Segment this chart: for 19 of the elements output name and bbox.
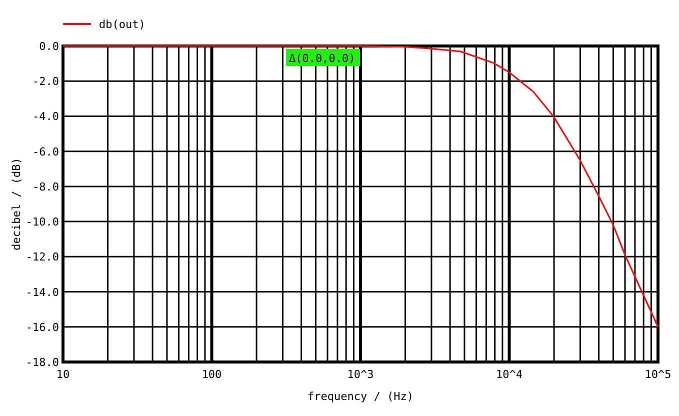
y-tick-label: -12.0	[26, 250, 59, 264]
annotation: Δ(0.0,0.0)	[289, 52, 356, 65]
x-axis-title: frequency / (Hz)	[308, 390, 414, 403]
legend-label: db(out)	[99, 18, 146, 31]
y-tick-label: -2.0	[32, 75, 59, 88]
y-axis-title: decibel / (dB)	[10, 158, 23, 250]
y-tick-label: -16.0	[26, 320, 59, 334]
x-tick-label: 100	[202, 368, 222, 381]
y-tick-label: -4.0	[32, 110, 59, 124]
x-tick-label: 10^5	[644, 368, 672, 381]
x-tick-label: 10^3	[347, 368, 374, 381]
x-tick-label: 10^4	[496, 368, 523, 381]
y-tick-label: -18.0	[26, 356, 59, 369]
y-tick-label: -10.0	[26, 216, 59, 229]
x-tick-label: 10	[56, 368, 70, 381]
y-tick-label: -8.0	[32, 180, 59, 194]
y-tick-label: -14.0	[26, 286, 59, 299]
y-tick-label: -6.0	[32, 145, 59, 158]
y-tick-label: 0.0	[39, 40, 59, 53]
